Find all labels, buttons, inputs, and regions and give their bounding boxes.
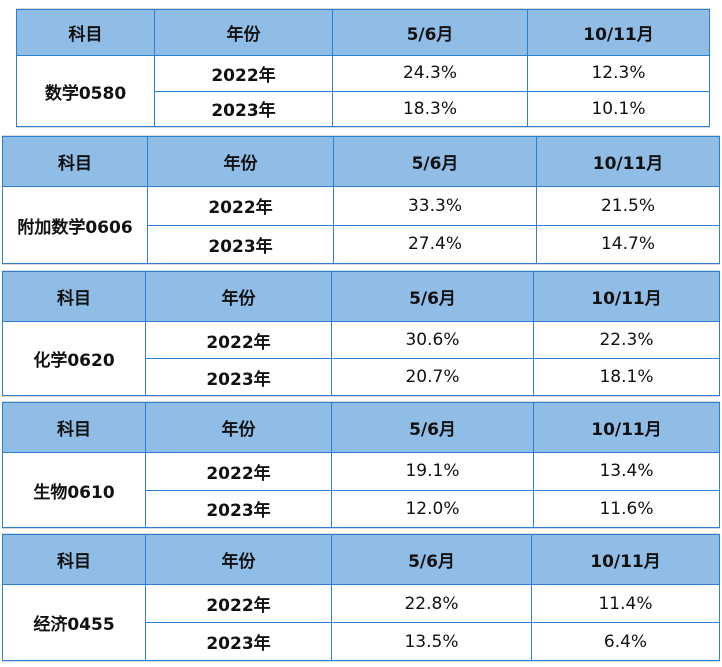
may-jun-value: 24.3% — [332, 55, 528, 92]
header-may-jun: 5/6月 — [331, 271, 534, 322]
may-jun-value: 19.1% — [331, 452, 534, 491]
header-year: 年份 — [154, 9, 333, 56]
may-jun-value: 30.6% — [331, 321, 534, 359]
header-oct-nov: 10/11月 — [533, 271, 720, 322]
oct-nov-value: 22.3% — [533, 321, 720, 359]
year-cell: 2022年 — [145, 452, 332, 491]
may-jun-value: 22.8% — [331, 584, 532, 623]
table-block-add-math: 科目 年份 5/6月 10/11月 附加数学0606 2022年 33.3% 2… — [2, 135, 720, 265]
header-subject: 科目 — [16, 9, 155, 56]
subject-cell: 附加数学0606 — [2, 186, 148, 264]
header-subject: 科目 — [2, 534, 146, 585]
oct-nov-value: 13.4% — [533, 452, 720, 491]
year-cell: 2023年 — [145, 489, 332, 528]
oct-nov-value: 6.4% — [531, 622, 720, 661]
header-subject: 科目 — [2, 136, 148, 187]
header-may-jun: 5/6月 — [333, 136, 537, 187]
may-jun-value: 13.5% — [331, 622, 532, 661]
header-may-jun: 5/6月 — [331, 534, 532, 585]
may-jun-value: 27.4% — [333, 224, 537, 264]
oct-nov-value: 14.7% — [536, 224, 720, 264]
may-jun-value: 12.0% — [331, 489, 534, 528]
header-subject: 科目 — [2, 402, 146, 453]
may-jun-value: 18.3% — [332, 90, 528, 127]
table-block-chemistry: 科目 年份 5/6月 10/11月 化学0620 2022年 30.6% 22.… — [2, 270, 720, 397]
year-cell: 2023年 — [145, 622, 332, 661]
pass-rate-table-economics: 科目 年份 5/6月 10/11月 经济0455 2022年 22.8% 11.… — [2, 534, 720, 661]
table-block-economics: 科目 年份 5/6月 10/11月 经济0455 2022年 22.8% 11.… — [2, 533, 720, 662]
may-jun-value: 20.7% — [331, 358, 534, 396]
header-oct-nov: 10/11月 — [533, 402, 720, 453]
year-cell: 2022年 — [147, 186, 334, 226]
oct-nov-value: 11.6% — [533, 489, 720, 528]
year-cell: 2022年 — [145, 584, 332, 623]
oct-nov-value: 18.1% — [533, 358, 720, 396]
may-jun-value: 33.3% — [333, 186, 537, 226]
oct-nov-value: 12.3% — [527, 55, 710, 92]
subject-cell: 经济0455 — [2, 584, 146, 661]
subject-cell: 生物0610 — [2, 452, 146, 528]
oct-nov-value: 21.5% — [536, 186, 720, 226]
header-year: 年份 — [145, 271, 332, 322]
year-cell: 2023年 — [147, 224, 334, 264]
header-oct-nov: 10/11月 — [536, 136, 720, 187]
pass-rate-table-chemistry: 科目 年份 5/6月 10/11月 化学0620 2022年 30.6% 22.… — [2, 271, 720, 396]
year-cell: 2023年 — [154, 90, 333, 127]
header-oct-nov: 10/11月 — [531, 534, 720, 585]
pass-rate-table-math: 科目 年份 5/6月 10/11月 数学0580 2022年 24.3% 12.… — [16, 9, 710, 127]
subject-cell: 化学0620 — [2, 321, 146, 396]
year-cell: 2022年 — [154, 55, 333, 92]
year-cell: 2022年 — [145, 321, 332, 359]
pass-rate-table-add-math: 科目 年份 5/6月 10/11月 附加数学0606 2022年 33.3% 2… — [2, 136, 720, 264]
pass-rate-table-biology: 科目 年份 5/6月 10/11月 生物0610 2022年 19.1% 13.… — [2, 402, 720, 528]
subject-cell: 数学0580 — [16, 55, 155, 127]
oct-nov-value: 11.4% — [531, 584, 720, 623]
header-year: 年份 — [145, 534, 332, 585]
header-year: 年份 — [147, 136, 334, 187]
year-cell: 2023年 — [145, 358, 332, 396]
header-year: 年份 — [145, 402, 332, 453]
oct-nov-value: 10.1% — [527, 90, 710, 127]
table-block-math: 科目 年份 5/6月 10/11月 数学0580 2022年 24.3% 12.… — [16, 8, 710, 128]
header-may-jun: 5/6月 — [331, 402, 534, 453]
header-oct-nov: 10/11月 — [527, 9, 710, 56]
table-block-biology: 科目 年份 5/6月 10/11月 生物0610 2022年 19.1% 13.… — [2, 401, 720, 529]
header-may-jun: 5/6月 — [332, 9, 528, 56]
header-subject: 科目 — [2, 271, 146, 322]
